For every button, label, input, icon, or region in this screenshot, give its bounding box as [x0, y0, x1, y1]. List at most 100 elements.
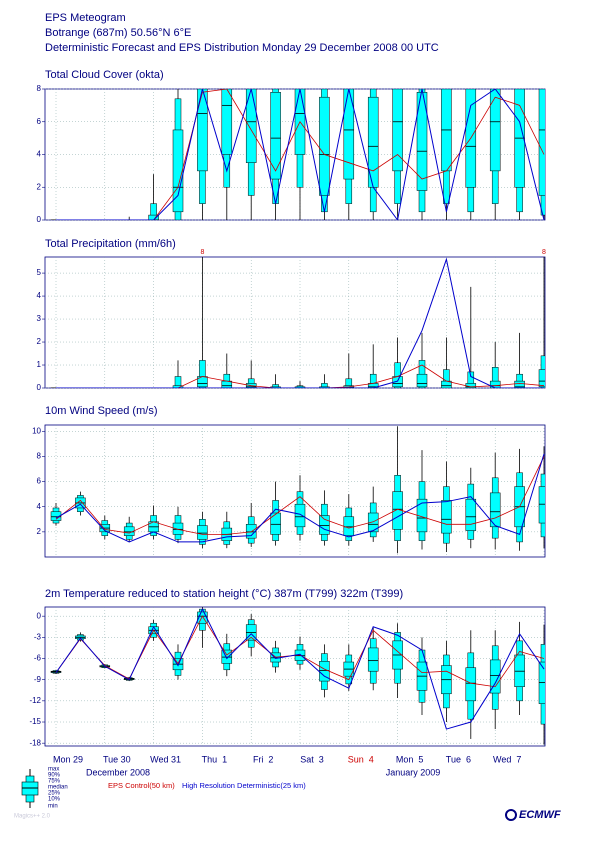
legend-box-label: 75%: [48, 779, 61, 785]
legend-control: EPS Control(50 km): [108, 781, 175, 790]
day-label: Wed 31: [150, 754, 181, 764]
legend-box-label: 25%: [48, 791, 61, 797]
box-25-75: [489, 89, 501, 172]
y-tick-label: 6: [37, 117, 42, 126]
panel-title: 10m Wind Speed (m/s): [45, 405, 157, 417]
y-tick-label: 8: [37, 452, 42, 461]
y-tick-label: 0: [37, 611, 42, 620]
box-25-75: [538, 369, 545, 388]
software-credit: Magics++ 2.0: [14, 814, 51, 820]
y-tick-label: 8: [37, 84, 42, 93]
day-label: Fri 2: [253, 754, 274, 764]
day-label: Mon 5: [396, 754, 424, 764]
month-label: January 2009: [386, 767, 441, 777]
box-25-75: [197, 611, 208, 624]
box-25-75: [489, 492, 501, 528]
y-tick-label: 2: [37, 527, 42, 536]
legend-box-label: max: [48, 767, 59, 773]
y-tick-label: 4: [37, 150, 42, 159]
logo-text: ECMWF: [519, 809, 561, 821]
box-25-75: [538, 89, 545, 196]
offscale-max-label: 8: [200, 249, 204, 256]
hres-line: [56, 257, 544, 388]
box-legend-figure: [21, 769, 39, 808]
panel-title: Total Precipitation (mm/6h): [45, 238, 176, 250]
day-label: Wed 7: [493, 754, 521, 764]
logo-icon: [505, 809, 517, 821]
header-subtitle: Deterministic Forecast and EPS Distribut…: [45, 42, 439, 54]
box-25-75: [245, 89, 257, 163]
box-25-75: [465, 667, 477, 702]
day-label: Tue 6: [446, 754, 471, 764]
hres-line: [55, 453, 545, 543]
legend-box-label: 10%: [48, 797, 61, 803]
control-line: [56, 89, 545, 220]
box-25-75: [50, 511, 62, 521]
box-25-75: [441, 500, 452, 534]
box-25-75: [245, 524, 257, 539]
y-tick-label: 2: [37, 182, 42, 191]
month-label: December 2008: [86, 767, 150, 777]
y-tick-label: 4: [37, 502, 42, 511]
box-10-90: [491, 367, 499, 388]
hres-line: [56, 89, 545, 220]
box-25-75: [367, 647, 379, 672]
box-25-75: [197, 89, 208, 172]
y-tick-label: -9: [34, 675, 42, 684]
box-25-75: [392, 89, 403, 172]
plot-marks: [50, 257, 545, 388]
y-tick-label: 4: [37, 291, 42, 300]
plot-marks: [50, 89, 545, 220]
day-label: Sun 4: [348, 754, 374, 764]
box-25-75: [270, 512, 281, 535]
box-25-75: [294, 503, 306, 528]
day-label: Mon 29: [53, 754, 83, 764]
box-25-75: [416, 92, 428, 191]
y-tick-label: -18: [29, 738, 41, 747]
plot-frame: [44, 256, 546, 389]
box-10-90: [150, 203, 157, 220]
y-tick-label: -15: [29, 717, 41, 726]
day-label: Sat 3: [300, 754, 324, 764]
panel-title: Total Cloud Cover (okta): [45, 69, 164, 81]
control-line: [55, 456, 545, 535]
box-25-75: [343, 89, 355, 180]
plot-marks: [50, 607, 545, 745]
y-tick-label: -12: [29, 696, 41, 705]
hres-line: [55, 607, 545, 730]
box-25-75: [221, 89, 233, 155]
y-tick-label: 1: [37, 360, 42, 369]
y-tick-label: 0: [37, 383, 42, 392]
box-25-75: [172, 129, 184, 213]
day-label: Tue 30: [103, 754, 131, 764]
header-location: Botrange (687m) 50.56°N 6°E: [45, 27, 191, 39]
day-label: Thu 1: [202, 754, 228, 764]
ecmwf-logo: ECMWF: [505, 809, 561, 821]
control-line: [56, 364, 545, 388]
box-25-75: [367, 512, 379, 533]
y-tick-label: 3: [37, 314, 42, 323]
box-25-75: [270, 92, 281, 180]
legend-hres: High Resolution Deterministic(25 km): [182, 781, 306, 790]
y-tick-label: 6: [37, 477, 42, 486]
box-10-90: [272, 384, 279, 388]
box-25-75: [538, 486, 545, 524]
legend-box-label: median: [48, 785, 68, 791]
box-25-75: [294, 386, 306, 388]
y-tick-label: 0: [37, 215, 42, 224]
box-25-75: [319, 96, 330, 196]
offscale-max-label: 8: [542, 249, 546, 256]
y-tick-label: 10: [32, 426, 41, 435]
box-25-75: [489, 380, 501, 388]
plot-marks: [50, 426, 545, 554]
legend-box-label: min: [48, 804, 58, 810]
box-25-75: [489, 659, 501, 694]
box-10-90: [369, 373, 377, 388]
box-25-75: [197, 525, 208, 540]
header-title: EPS Meteogram: [45, 12, 126, 24]
box-25-75: [416, 373, 428, 388]
y-tick-label: -3: [34, 632, 42, 641]
box-25-75: [319, 515, 330, 535]
